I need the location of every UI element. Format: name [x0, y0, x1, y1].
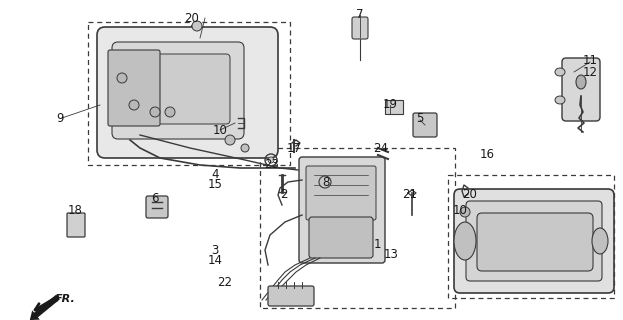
Text: 2: 2: [280, 188, 288, 202]
FancyBboxPatch shape: [477, 213, 593, 271]
Circle shape: [225, 135, 235, 145]
FancyBboxPatch shape: [112, 42, 244, 139]
Text: 12: 12: [583, 66, 597, 78]
FancyBboxPatch shape: [306, 166, 376, 220]
Bar: [88, 22, 290, 165]
Text: 20: 20: [462, 188, 477, 202]
Circle shape: [460, 207, 470, 217]
FancyBboxPatch shape: [146, 196, 168, 218]
Circle shape: [319, 176, 331, 188]
FancyBboxPatch shape: [385, 100, 403, 114]
FancyBboxPatch shape: [67, 213, 85, 237]
Text: 22: 22: [217, 276, 232, 289]
Text: 13: 13: [384, 249, 399, 261]
Ellipse shape: [576, 75, 586, 89]
Text: 15: 15: [207, 179, 222, 191]
FancyArrow shape: [30, 295, 60, 320]
Text: 19: 19: [383, 99, 397, 111]
Circle shape: [165, 107, 175, 117]
Circle shape: [150, 107, 160, 117]
Text: 23: 23: [265, 158, 280, 172]
Text: 10: 10: [212, 124, 227, 137]
Text: 8: 8: [322, 175, 330, 188]
Text: 14: 14: [207, 253, 222, 267]
FancyBboxPatch shape: [454, 189, 614, 293]
Ellipse shape: [555, 68, 565, 76]
FancyBboxPatch shape: [124, 54, 230, 124]
FancyBboxPatch shape: [97, 27, 278, 158]
Text: 16: 16: [480, 148, 495, 162]
Text: 17: 17: [287, 141, 302, 155]
Text: 20: 20: [184, 12, 199, 25]
Text: 10: 10: [452, 204, 467, 217]
Text: 3: 3: [211, 244, 219, 257]
FancyBboxPatch shape: [352, 17, 368, 39]
Circle shape: [129, 100, 139, 110]
Text: 24: 24: [374, 141, 389, 155]
Text: 4: 4: [211, 169, 219, 181]
Circle shape: [117, 73, 127, 83]
Ellipse shape: [454, 222, 476, 260]
Ellipse shape: [592, 228, 608, 254]
FancyBboxPatch shape: [268, 286, 314, 306]
Text: 21: 21: [402, 188, 417, 202]
Text: FR.: FR.: [55, 294, 76, 304]
Bar: [448, 175, 614, 298]
Circle shape: [268, 157, 274, 163]
Text: 9: 9: [56, 111, 64, 124]
Bar: [260, 148, 455, 308]
Ellipse shape: [555, 96, 565, 104]
Circle shape: [192, 21, 202, 31]
Text: 7: 7: [356, 9, 364, 21]
FancyBboxPatch shape: [299, 157, 385, 263]
Circle shape: [241, 144, 249, 152]
Text: 1: 1: [373, 238, 381, 252]
FancyBboxPatch shape: [466, 201, 602, 281]
FancyBboxPatch shape: [413, 113, 437, 137]
FancyBboxPatch shape: [108, 50, 160, 126]
Text: 5: 5: [416, 111, 424, 124]
Text: 11: 11: [583, 53, 597, 67]
Text: 18: 18: [67, 204, 82, 217]
FancyBboxPatch shape: [562, 58, 600, 121]
FancyBboxPatch shape: [309, 217, 373, 258]
Text: 6: 6: [151, 191, 159, 204]
